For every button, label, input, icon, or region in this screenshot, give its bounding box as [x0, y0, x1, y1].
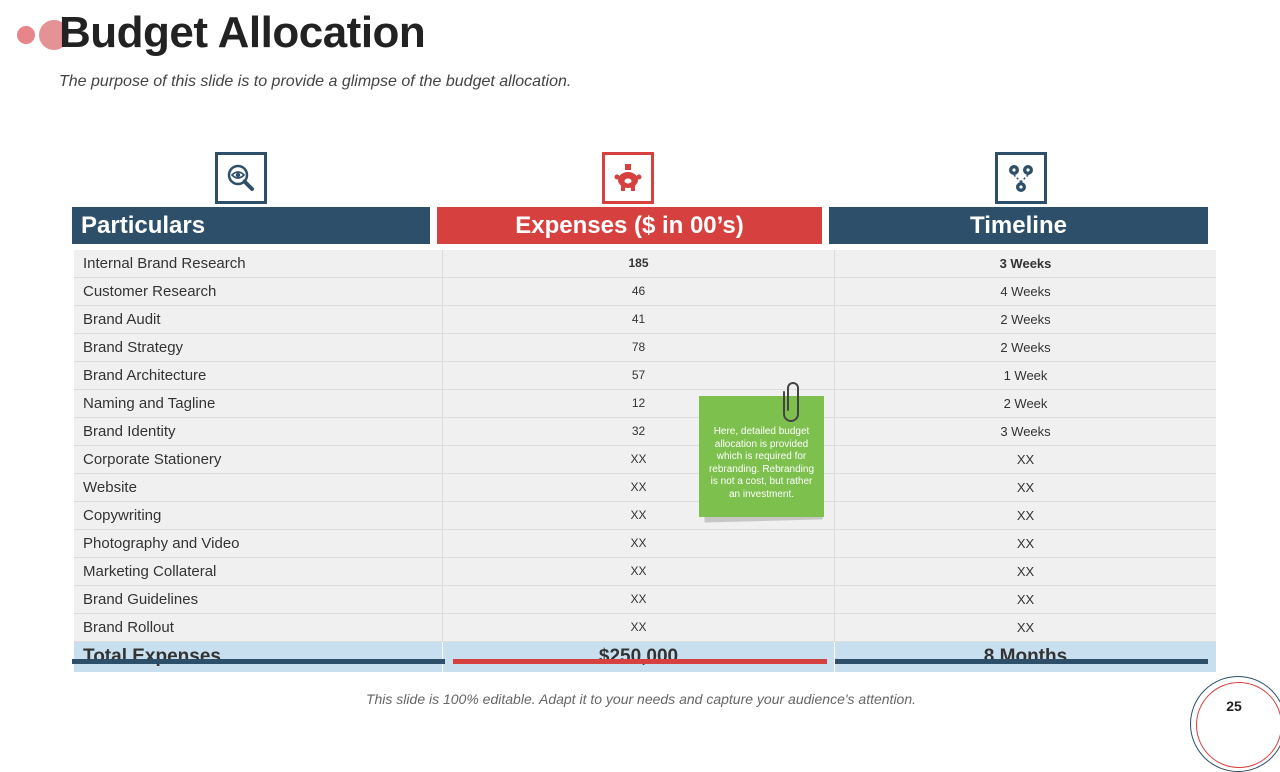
- header-expenses-label: Expenses ($ in 00’s): [515, 211, 744, 239]
- table-row: Brand Identity 32 3 Weeks: [74, 417, 1216, 446]
- header-timeline-label: Timeline: [970, 211, 1067, 239]
- cell-expense: 46: [442, 277, 835, 306]
- footer-text: This slide is 100% editable. Adapt it to…: [365, 691, 917, 707]
- total-row: Total Expenses $250,000 8 Months: [74, 641, 1216, 672]
- cell-timeline: 3 Weeks: [834, 250, 1216, 278]
- cell-timeline: XX: [834, 529, 1216, 558]
- sticky-note-line: which is required for: [716, 451, 807, 463]
- sticky-note-line: rebranding. Rebranding: [708, 463, 815, 475]
- cell-timeline: XX: [834, 557, 1216, 586]
- table-row: Internal Brand Research 185 3 Weeks: [74, 250, 1216, 278]
- cell-timeline: 2 Weeks: [834, 333, 1216, 362]
- network-nodes-icon: [1009, 165, 1033, 192]
- header-expenses: Expenses ($ in 00’s): [437, 207, 822, 244]
- cell-timeline: XX: [834, 445, 1216, 474]
- cell-expense: 78: [442, 333, 835, 362]
- budget-table: Internal Brand Research 185 3 Weeks Cust…: [74, 250, 1216, 672]
- cell-expense: XX: [442, 557, 835, 586]
- decor-dot-small: [17, 26, 35, 44]
- cell-expense: 41: [442, 305, 835, 334]
- table-row: Corporate Stationery XX XX: [74, 445, 1216, 474]
- table-row: Copywriting XX XX: [74, 501, 1216, 530]
- table-row: Customer Research 46 4 Weeks: [74, 277, 1216, 306]
- cell-expense: XX: [442, 529, 835, 558]
- bottom-bar-timeline: [835, 659, 1208, 664]
- sticky-note-line: an investment.: [728, 488, 795, 500]
- cell-particular: Corporate Stationery: [74, 445, 443, 474]
- timeline-icon-box: [995, 152, 1047, 204]
- cell-particular: Marketing Collateral: [74, 557, 443, 586]
- cell-timeline: XX: [834, 473, 1216, 502]
- cell-particular: Photography and Video: [74, 529, 443, 558]
- magnifier-eye-icon: [227, 164, 254, 191]
- cell-particular: Brand Guidelines: [74, 585, 443, 614]
- cell-particular: Brand Strategy: [74, 333, 443, 362]
- table-row: Naming and Tagline 12 2 Week: [74, 389, 1216, 418]
- slide-subtitle: The purpose of this slide is to provide …: [59, 73, 572, 90]
- sticky-note-line: allocation is provided: [714, 438, 809, 450]
- cell-particular: Internal Brand Research: [74, 250, 443, 278]
- cell-timeline: 1 Week: [834, 361, 1216, 390]
- table-row: Brand Guidelines XX XX: [74, 585, 1216, 614]
- cell-timeline: XX: [834, 501, 1216, 530]
- cell-expense: XX: [442, 613, 835, 642]
- bottom-bar-particulars: [72, 659, 445, 664]
- table-row: Brand Architecture 57 1 Week: [74, 361, 1216, 390]
- cell-timeline: 2 Week: [834, 389, 1216, 418]
- cell-particular: Website: [74, 473, 443, 502]
- cell-particular: Copywriting: [74, 501, 443, 530]
- cell-timeline: XX: [834, 585, 1216, 614]
- header-particulars: Particulars: [72, 207, 430, 244]
- page-number-ring: [1196, 682, 1280, 768]
- cell-particular: Brand Architecture: [74, 361, 443, 390]
- sticky-note: Here, detailed budget allocation is prov…: [699, 396, 824, 517]
- cell-particular: Brand Rollout: [74, 613, 443, 642]
- cell-particular: Naming and Tagline: [74, 389, 443, 418]
- bottom-bar-expenses: [453, 659, 827, 664]
- cell-expense: 57: [442, 361, 835, 390]
- cell-expense: XX: [442, 585, 835, 614]
- expenses-icon-box: [602, 152, 654, 204]
- piggy-bank-icon: [614, 164, 642, 191]
- cell-timeline: 4 Weeks: [834, 277, 1216, 306]
- table-row: Website XX XX: [74, 473, 1216, 502]
- slide-title: Budget Allocation: [59, 8, 426, 57]
- cell-expense: 185: [442, 250, 835, 278]
- cell-particular: Brand Identity: [74, 417, 443, 446]
- total-timeline: 8 Months: [834, 641, 1216, 672]
- cell-timeline: 2 Weeks: [834, 305, 1216, 334]
- header-particulars-label: Particulars: [81, 211, 206, 239]
- table-row: Brand Strategy 78 2 Weeks: [74, 333, 1216, 362]
- sticky-note-line: is not a cost, but rather: [710, 476, 813, 488]
- page-number: 25: [1226, 698, 1242, 714]
- particulars-icon-box: [215, 152, 267, 204]
- cell-particular: Brand Audit: [74, 305, 443, 334]
- table-row: Brand Rollout XX XX: [74, 613, 1216, 642]
- total-expense: $250,000: [442, 641, 835, 672]
- table-row: Marketing Collateral XX XX: [74, 557, 1216, 586]
- table-row: Brand Audit 41 2 Weeks: [74, 305, 1216, 334]
- paperclip-icon: [783, 382, 799, 422]
- cell-timeline: XX: [834, 613, 1216, 642]
- table-row: Photography and Video XX XX: [74, 529, 1216, 558]
- sticky-note-line: Here, detailed budget: [713, 426, 810, 437]
- decor-dot-large: [39, 20, 69, 50]
- cell-timeline: 3 Weeks: [834, 417, 1216, 446]
- header-timeline: Timeline: [829, 207, 1208, 244]
- cell-particular: Customer Research: [74, 277, 443, 306]
- total-label: Total Expenses: [74, 641, 443, 672]
